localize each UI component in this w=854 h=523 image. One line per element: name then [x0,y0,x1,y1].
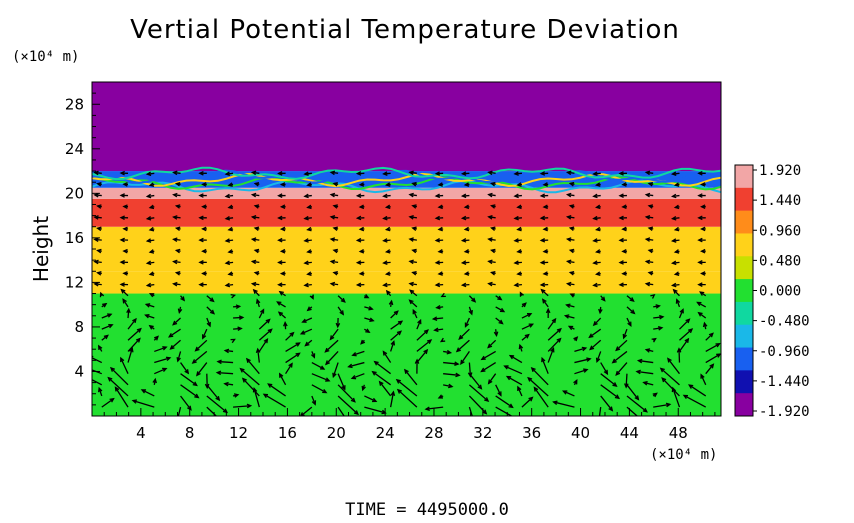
colorbar-tick-label: -0.480 [759,314,810,330]
colorbar-swatch [735,302,753,325]
x-unit-label: (×10⁴ m) [650,447,717,463]
heatmap-layer [92,227,721,272]
colorbar-swatch [735,325,753,348]
x-tick-label: 36 [522,424,541,442]
x-tick-label: 44 [620,424,639,442]
heatmap-layer [92,271,721,293]
colorbar-tick-label: -1.440 [759,374,810,390]
colorbar-tick-label: 0.000 [759,284,801,300]
x-tick-label: 12 [229,424,248,442]
colorbar-swatch [735,188,753,211]
time-label: TIME = 4495000.0 [345,500,509,519]
y-tick-label: 28 [65,95,84,113]
colorbar-swatch [735,256,753,279]
x-tick-label: 32 [473,424,492,442]
chart-title: Vertial Potential Temperature Deviation [130,15,680,45]
x-tick-label: 40 [571,424,590,442]
colorbar-swatch [735,165,753,188]
colorbar-tick-label: 0.480 [759,253,801,269]
y-tick-label: 20 [65,184,84,202]
y-tick-label: 12 [65,273,84,291]
y-unit-label: (×10⁴ m) [12,49,79,65]
colorbar-tick-label: -1.920 [759,404,810,420]
x-tick-label: 20 [327,424,346,442]
heatmap-layers [92,82,721,416]
colorbar-swatch [735,233,753,256]
y-tick-label: 24 [65,140,84,158]
colorbar-tick-label: -0.960 [759,344,810,360]
x-tick-label: 16 [278,424,297,442]
colorbar-swatch [735,348,753,371]
heatmap-layer [92,199,721,227]
colorbar-swatch [735,211,753,234]
y-axis-label: Height [29,216,53,282]
colorbar-swatch [735,370,753,393]
heatmap-layer [92,82,721,171]
y-tick-label: 16 [65,229,84,247]
y-tick-label: 4 [74,362,84,380]
colorbar-tick-label: 0.960 [759,223,801,239]
colorbar-swatch [735,393,753,416]
colorbar: 1.920 1.440 0.960 0.480 0.000 -0.480 -0.960 -1.… [735,163,810,420]
colorbar-swatch [735,279,753,302]
y-tick-label: 8 [74,318,84,336]
x-tick-label: 48 [669,424,688,442]
x-tick-label: 8 [185,424,195,442]
x-tick-label: 24 [376,424,395,442]
colorbar-tick-label: 1.920 [759,163,801,179]
x-tick-label: 4 [136,424,146,442]
x-tick-label: 28 [424,424,443,442]
colorbar-tick-label: 1.440 [759,193,801,209]
